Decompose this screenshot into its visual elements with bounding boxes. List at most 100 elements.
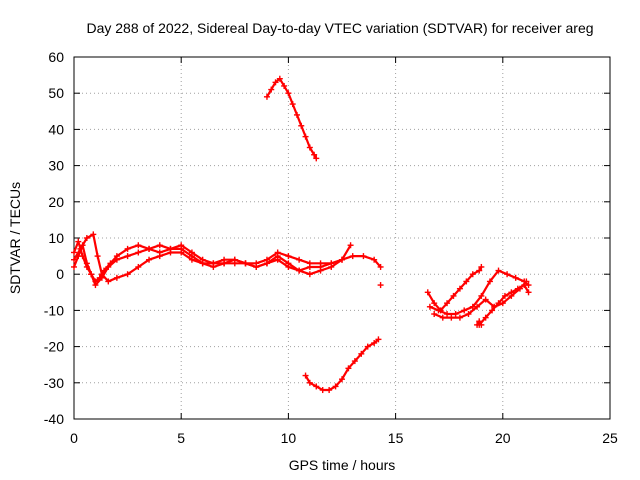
y-tick-label: 30	[48, 158, 64, 174]
data-point	[461, 307, 468, 314]
data-point	[364, 343, 371, 350]
data-point	[83, 260, 90, 267]
y-tick-label: 40	[48, 121, 64, 137]
x-tick-label: 10	[281, 430, 297, 446]
data-point	[71, 249, 77, 256]
data-point	[253, 263, 260, 270]
series-arc-4	[263, 75, 320, 162]
data-point	[146, 245, 153, 252]
data-point	[431, 300, 438, 307]
data-point	[135, 242, 142, 249]
data-point	[94, 253, 101, 260]
data-point	[199, 256, 206, 263]
data-point	[306, 379, 313, 386]
data-point	[495, 267, 502, 274]
data-point	[478, 292, 485, 299]
x-tick-labels: 0 5 10 15 20 25	[70, 430, 618, 446]
series-line	[433, 280, 528, 319]
data-point	[463, 278, 470, 285]
data-point	[306, 263, 313, 270]
data-point	[375, 336, 382, 343]
data-point	[474, 303, 481, 310]
data-point	[71, 263, 77, 270]
data-point	[156, 249, 163, 256]
data-point	[371, 256, 378, 263]
data-point	[188, 249, 195, 256]
data-point	[501, 292, 508, 299]
data-point	[306, 144, 313, 151]
data-point	[276, 75, 283, 82]
data-point	[317, 263, 324, 270]
data-point	[452, 311, 459, 318]
data-point	[113, 274, 120, 281]
data-point	[313, 155, 320, 162]
y-tick-label: -10	[44, 302, 64, 318]
data-point	[210, 260, 217, 267]
data-point	[426, 303, 433, 310]
data-point	[465, 311, 472, 318]
data-point	[285, 263, 292, 270]
isolated-data-point	[377, 282, 384, 289]
series-arc-10	[474, 318, 485, 328]
data-point	[135, 263, 142, 270]
data-point	[178, 249, 185, 256]
data-point	[274, 256, 281, 263]
y-tick-label: -30	[44, 375, 64, 391]
data-point	[345, 365, 352, 372]
data-point	[448, 314, 455, 321]
data-point	[328, 260, 335, 267]
data-point	[88, 271, 95, 278]
data-point	[431, 311, 438, 318]
data-point	[178, 242, 185, 249]
data-point	[371, 339, 378, 346]
y-tick-label: -20	[44, 339, 64, 355]
data-point	[450, 292, 457, 299]
data-point	[75, 238, 82, 245]
data-point	[296, 256, 303, 263]
data-point	[124, 271, 131, 278]
data-point	[113, 256, 120, 263]
data-point	[478, 263, 485, 270]
data-point	[377, 263, 384, 270]
series-line	[265, 77, 318, 160]
data-point	[424, 289, 431, 296]
data-point	[167, 245, 174, 252]
x-tick-label: 15	[388, 430, 404, 446]
data-point	[456, 314, 463, 321]
data-point	[79, 242, 86, 249]
data-point	[326, 387, 333, 394]
data-point	[339, 376, 345, 383]
data-point	[98, 274, 105, 281]
data-point	[332, 383, 339, 390]
data-point	[456, 285, 463, 292]
y-axis-label: SDTVAR / TECUs	[7, 182, 23, 294]
x-tick-label: 5	[177, 430, 185, 446]
data-point	[347, 242, 354, 249]
data-point	[439, 314, 446, 321]
series-arc-6	[424, 263, 485, 314]
data-point	[156, 242, 163, 249]
data-point	[476, 318, 483, 325]
data-point	[302, 372, 309, 379]
y-tick-label: 20	[48, 194, 64, 210]
data-point	[281, 82, 288, 89]
data-point	[124, 245, 131, 252]
x-tick-label: 0	[70, 430, 78, 446]
series-line	[478, 284, 530, 326]
data-point	[351, 358, 358, 365]
grid-lines	[74, 57, 610, 419]
data-point	[469, 271, 476, 278]
data-point	[285, 90, 292, 97]
data-point	[302, 133, 309, 140]
data-point	[135, 249, 142, 256]
y-tick-label: 0	[56, 266, 64, 282]
data-point	[285, 253, 292, 260]
data-point	[521, 282, 528, 289]
data-point	[105, 263, 112, 270]
chart-title: Day 288 of 2022, Sidereal Day-to-day VTE…	[86, 20, 593, 36]
series-arc-9	[476, 282, 532, 328]
x-tick-label: 25	[602, 430, 618, 446]
data-point	[188, 256, 195, 263]
data-point	[319, 387, 326, 394]
